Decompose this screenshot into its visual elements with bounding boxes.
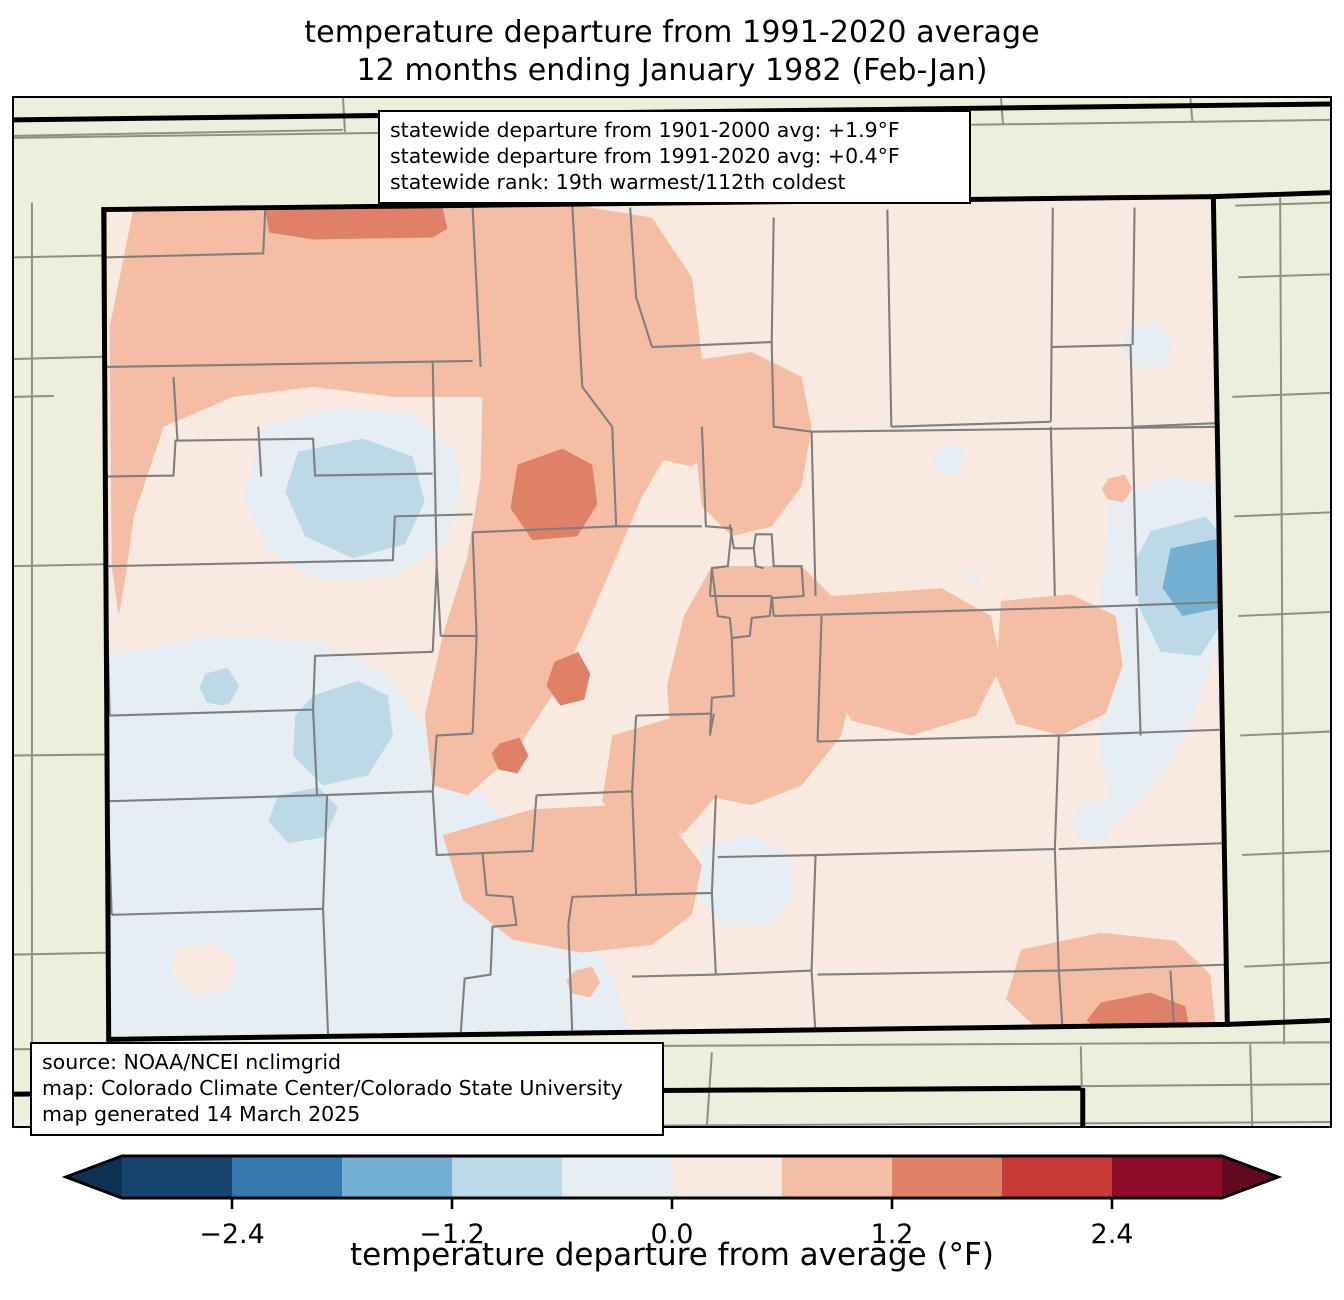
colorbar-band-7 <box>892 1156 1002 1198</box>
colorbar-band-4 <box>562 1156 672 1198</box>
colorbar-bands <box>66 1156 1278 1198</box>
hotspot-denver <box>546 651 591 706</box>
colorbar-outline <box>61 1154 1283 1200</box>
cool-pocket-gunnison <box>201 676 236 706</box>
band--1.8-to--1.2-east-core <box>1162 539 1228 616</box>
stats-line-1: statewide departure from 1901-2000 avg: … <box>390 118 900 142</box>
cool-pocket-sedgwick <box>1122 323 1174 367</box>
colorbar-band-6 <box>782 1156 892 1198</box>
source-line-2: map: Colorado Climate Center/Colorado St… <box>42 1076 623 1100</box>
band-1.2-to-1.8-parkrange-core <box>510 448 598 541</box>
anomaly-contour-field <box>103 196 1228 1040</box>
colorbar-svg: −2.4 −1.2 0.0 1.2 2.4 <box>61 1154 1283 1250</box>
band-1.2-to-1.8-north-strip <box>265 205 453 240</box>
cool-pocket-prowers <box>1070 799 1117 844</box>
title-line-2: 12 months ending January 1982 (Feb-Jan) <box>356 53 988 88</box>
neutral-pocket-southwest <box>171 942 236 995</box>
stats-line-2: statewide departure from 1991-2020 avg: … <box>390 144 900 168</box>
band-0.6-to-1.2-east-central <box>826 588 1001 736</box>
map-panel <box>12 96 1332 1128</box>
colorbar-ticks: −2.4 −1.2 0.0 1.2 2.4 <box>199 1198 1133 1250</box>
source-attribution-box: source: NOAA/NCEI nclimgrid map: Colorad… <box>30 1042 664 1136</box>
colorbar-tick-label-3: 1.2 <box>871 1219 914 1250</box>
colorbar-tick-label-4: 2.4 <box>1091 1219 1134 1250</box>
colorbar-band-0 <box>122 1156 232 1198</box>
colorbar-band-3 <box>452 1156 562 1198</box>
colorbar-under-arrow <box>66 1156 122 1198</box>
stats-line-3: statewide rank: 19th warmest/112th colde… <box>390 170 846 194</box>
cool-pocket-lincoln <box>968 572 981 585</box>
colorbar-band-2 <box>342 1156 452 1198</box>
colorbar-band-5 <box>672 1156 782 1198</box>
colorbar-band-1 <box>232 1156 342 1198</box>
colorado-temperature-anomaly-map <box>14 98 1330 1126</box>
hotspot-chaffee <box>491 737 529 774</box>
colorbar-tick-label-0: −2.4 <box>199 1219 265 1250</box>
page-title: temperature departure from 1991-2020 ave… <box>0 14 1344 90</box>
colorbar: −2.4 −1.2 0.0 1.2 2.4 <box>0 1140 1344 1300</box>
cool-pocket-south-central <box>695 835 794 927</box>
band-0.6-to-1.2-south-central <box>442 805 702 953</box>
band-0.6-to-1.2-central-plains <box>667 566 857 806</box>
band-0.6-to-1.2-boulder <box>644 374 727 467</box>
statewide-stats-box: statewide departure from 1901-2000 avg: … <box>378 110 971 204</box>
band--1.2-to--0.6-northwest-core <box>285 438 425 559</box>
colorbar-band-8 <box>1002 1156 1112 1198</box>
band-0.6-to-1.2-arkansas <box>602 717 717 838</box>
warm-pocket-yuma <box>1101 474 1133 503</box>
cool-pocket-elbert <box>931 444 968 477</box>
source-line-1: source: NOAA/NCEI nclimgrid <box>42 1050 342 1074</box>
cool-pocket-plateau <box>286 802 325 836</box>
colorbar-band-9 <box>1112 1156 1222 1198</box>
colorbar-over-arrow <box>1222 1156 1278 1198</box>
band-0.6-to-1.2-southeast-north <box>996 594 1123 736</box>
title-line-1: temperature departure from 1991-2020 ave… <box>304 15 1040 50</box>
colorbar-tick-label-1: −1.2 <box>419 1219 485 1250</box>
band--1.2-to--0.6-sanjuan <box>293 680 393 786</box>
colorbar-axis-label: temperature departure from average (°F) <box>350 1237 994 1273</box>
colorbar-tick-label-2: 0.0 <box>651 1219 694 1250</box>
colorado-county-lines <box>104 205 1227 1035</box>
source-line-3: map generated 14 March 2025 <box>42 1102 361 1126</box>
warm-pocket-huerfano <box>566 966 601 998</box>
colorbar-frame <box>61 1154 1283 1200</box>
